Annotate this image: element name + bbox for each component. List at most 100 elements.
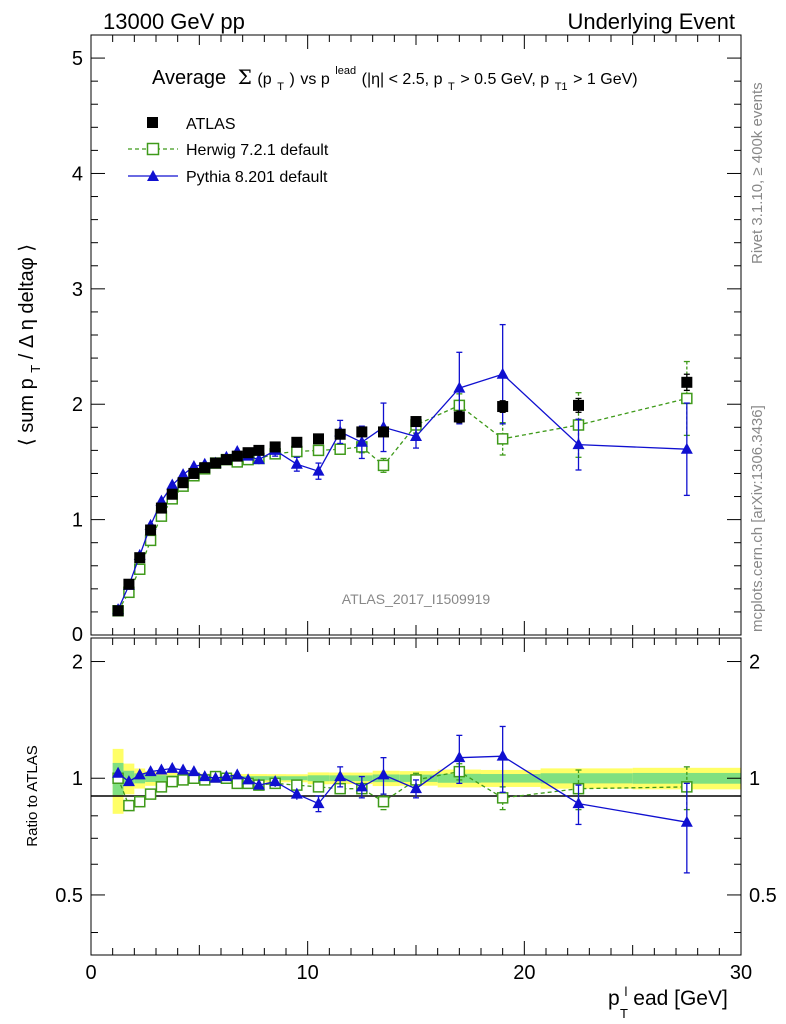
legend-label-atlas: ATLAS [186, 116, 236, 133]
main-point-atlas [188, 467, 200, 479]
xlabel: p l ead [GeV] [608, 978, 728, 1010]
ratio-point-herwig [312, 781, 325, 793]
xlabel-sub: T [620, 1006, 628, 1021]
main-point-atlas [112, 605, 124, 617]
ratio-point-pythia [355, 780, 368, 792]
ratio-point-pythia [290, 787, 303, 799]
ratio-point-pythia [177, 763, 190, 775]
main-ytick-label: 3 [72, 279, 83, 301]
ratio-series-layer [112, 725, 693, 874]
ratio-point-herwig [496, 792, 509, 804]
ratio-point-pythia [572, 797, 585, 809]
main-axis-ticks: 1 2 3 4 5 0 [72, 35, 742, 646]
ratio-point-pythia [334, 770, 347, 782]
ratio-point-pythia [453, 751, 466, 763]
main-point-atlas [177, 477, 189, 489]
ratio-xtick-label: 0 [85, 962, 96, 984]
main-point-pythia [312, 464, 325, 476]
title-cut1-sub: T [448, 81, 455, 93]
title-vs: vs p [300, 71, 329, 88]
title-pt-sub: T [277, 81, 284, 93]
main-point-herwig [681, 392, 693, 405]
ratio-panel: 0.5 0.51 12 20 10 20 30 Ratio to ATLAS p l ead… [24, 637, 777, 1021]
title-lead-sup: lead [335, 65, 356, 77]
main-panel: 1 2 3 4 5 0 ATLAS_2017_I1509919 Average Σ (p … [16, 34, 742, 646]
main-point-herwig [291, 445, 303, 458]
main-ytick-label-zero: 0 [72, 624, 83, 646]
ratio-point-herwig [123, 799, 135, 812]
main-point-atlas [573, 399, 584, 411]
title-cut2: > 0.5 GeV, p [460, 71, 549, 88]
ratio-point-pythia [377, 768, 390, 780]
main-ytick-label: 1 [72, 510, 83, 532]
main-series-open-square [112, 360, 693, 617]
main-point-atlas [145, 524, 157, 536]
ratio-point-pythia [496, 749, 509, 761]
ratio-point-pythia [410, 782, 422, 794]
ratio-ytick-label: 1 [72, 768, 83, 790]
main-point-atlas [123, 578, 135, 590]
legend-marker-atlas [147, 117, 158, 128]
ratio-ytick-label-right: 1 [749, 768, 760, 790]
ratio-band-inner [286, 776, 308, 781]
ylabel-part-a: ⟨ sum p [16, 378, 38, 446]
main-ytick-label: 5 [72, 48, 83, 70]
ratio-point-pythia [155, 763, 168, 775]
main-point-pythia [177, 468, 190, 480]
main-point-pythia [355, 435, 368, 447]
ratio-point-pythia [220, 770, 233, 782]
ratio-point-pythia [112, 766, 125, 778]
ratio-point-pythia [269, 775, 282, 787]
xlabel-rest: ead [GeV] [633, 987, 728, 1010]
main-point-atlas [210, 457, 222, 469]
main-point-atlas [220, 454, 232, 466]
title-cut3: > 1 GeV) [573, 71, 637, 88]
ratio-series-triangle [112, 725, 693, 874]
ratio-band-inner [307, 775, 330, 782]
mcplots-label: mcplots.cern.ch [arXiv:1306.3436] [749, 405, 766, 632]
title-cut1: (|η| < 2.5, p [362, 71, 443, 88]
legend-label-pythia: Pythia 8.201 default [186, 169, 328, 186]
ratio-xtick-label: 30 [730, 962, 752, 984]
analysis-id: ATLAS_2017_I1509919 [342, 591, 491, 607]
ratio-xtick-label: 20 [513, 962, 535, 984]
ratio-frame [90, 637, 742, 956]
legend-marker-herwig [146, 142, 160, 156]
main-point-atlas [134, 552, 146, 564]
ratio-point-pythia [166, 761, 179, 773]
ratio-point-herwig [377, 795, 390, 808]
ratio-band-inner [540, 773, 633, 784]
ratio-band-inner [253, 776, 268, 781]
main-ytick-label: 2 [72, 394, 83, 416]
ratio-xtick-label: 10 [297, 962, 319, 984]
main-point-atlas [453, 411, 465, 423]
main-ylabel: ⟨ sum p T / Δ η deltaφ ⟩ [16, 244, 45, 446]
main-series-line [117, 397, 687, 612]
main-point-pythia [680, 442, 693, 454]
main-point-atlas [291, 436, 303, 448]
title-pt-close: ) [290, 71, 295, 88]
legend-label-herwig: Herwig 7.2.1 default [186, 142, 329, 159]
main-point-atlas [681, 376, 693, 388]
main-point-herwig [377, 459, 390, 472]
ratio-point-pythia [252, 778, 265, 790]
xlabel-p: p [608, 987, 620, 1010]
main-point-atlas [334, 428, 346, 440]
main-point-atlas [356, 426, 368, 438]
main-series-layer [112, 323, 693, 617]
main-point-pythia [166, 478, 179, 490]
legend-marker-pythia [147, 170, 159, 181]
title-average: Average [152, 67, 226, 89]
ylabel-part-b: / Δ η deltaφ ⟩ [16, 244, 38, 359]
ratio-point-pythia [198, 770, 211, 782]
main-point-atlas [242, 447, 254, 459]
main-point-herwig [312, 444, 325, 457]
ratio-point-herwig [231, 777, 243, 790]
main-point-pythia [496, 367, 509, 379]
process-label: Underlying Event [567, 9, 735, 34]
energy-label: 13000 GeV pp [103, 9, 245, 34]
main-point-atlas [199, 462, 211, 474]
main-point-atlas [313, 433, 324, 445]
main-point-atlas [155, 502, 167, 514]
ratio-ytick-label-right: 0.5 [749, 885, 777, 907]
